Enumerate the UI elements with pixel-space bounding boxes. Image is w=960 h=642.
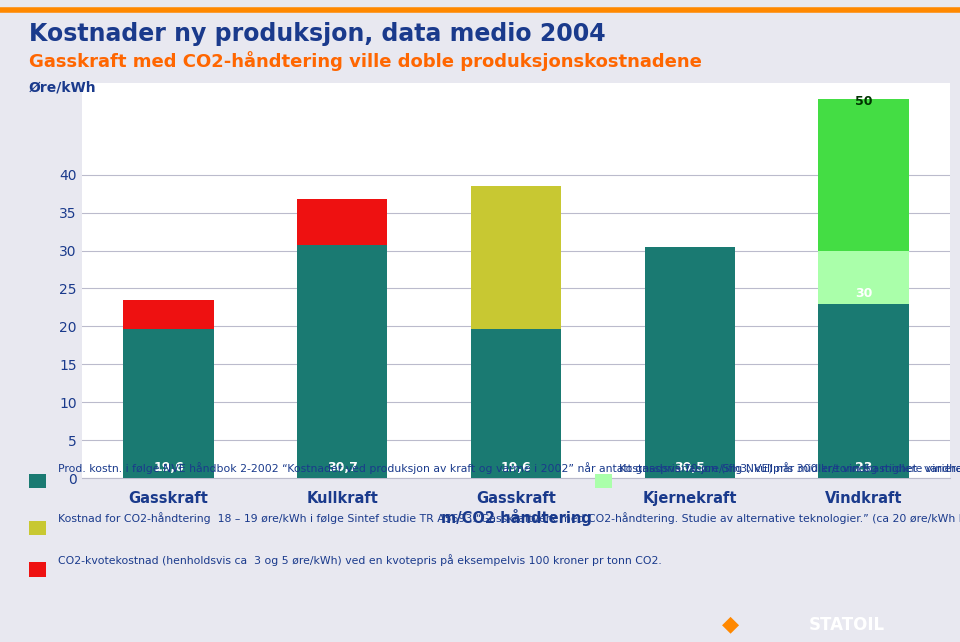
Text: Prod. kostn. i følge NVE håndbok 2-2002 “Kostnader ved produksjon av kraft og va: Prod. kostn. i følge NVE håndbok 2-2002 …: [58, 462, 960, 474]
Text: Kostnad for CO2-håndtering  18 – 19 øre/kWh i følge Sintef studie TR A5693:“Gass: Kostnad for CO2-håndtering 18 – 19 øre/k…: [58, 512, 960, 525]
Text: Kostnader ny produksjon, data medio 2004: Kostnader ny produksjon, data medio 2004: [29, 22, 606, 46]
Text: 30,5: 30,5: [674, 461, 706, 474]
Bar: [470, 186, 562, 329]
Bar: [818, 250, 909, 304]
Text: ◆: ◆: [722, 614, 738, 635]
Bar: [818, 304, 909, 478]
Bar: [123, 300, 214, 329]
Text: CO2-kvotekostnad (henholdsvis ca  3 og 5 øre/kWh) ved en kvotepris på eksempelvi: CO2-kvotekostnad (henholdsvis ca 3 og 5 …: [58, 554, 661, 566]
Text: 19,6: 19,6: [153, 461, 184, 474]
Bar: [123, 329, 214, 478]
Text: 30,7: 30,7: [326, 461, 358, 474]
Text: Kostnadsvariasjon (iflg NVE) når midlere vindhastighet  varieres fra 6 til 10 m/: Kostnadsvariasjon (iflg NVE) når midlere…: [619, 462, 960, 474]
Text: STATOIL: STATOIL: [808, 616, 885, 634]
Bar: [297, 199, 388, 245]
Text: Øre/kWh: Øre/kWh: [29, 80, 96, 94]
Text: 50: 50: [854, 95, 873, 108]
Bar: [644, 247, 735, 478]
Bar: [297, 245, 388, 478]
Text: Gasskraft med CO2-håndtering ville doble produksjonskostnadene: Gasskraft med CO2-håndtering ville doble…: [29, 51, 702, 71]
Bar: [470, 329, 562, 478]
Text: 30: 30: [854, 287, 873, 300]
Text: 19,6: 19,6: [500, 461, 532, 474]
Text: 23: 23: [854, 461, 873, 474]
Bar: [818, 99, 909, 250]
